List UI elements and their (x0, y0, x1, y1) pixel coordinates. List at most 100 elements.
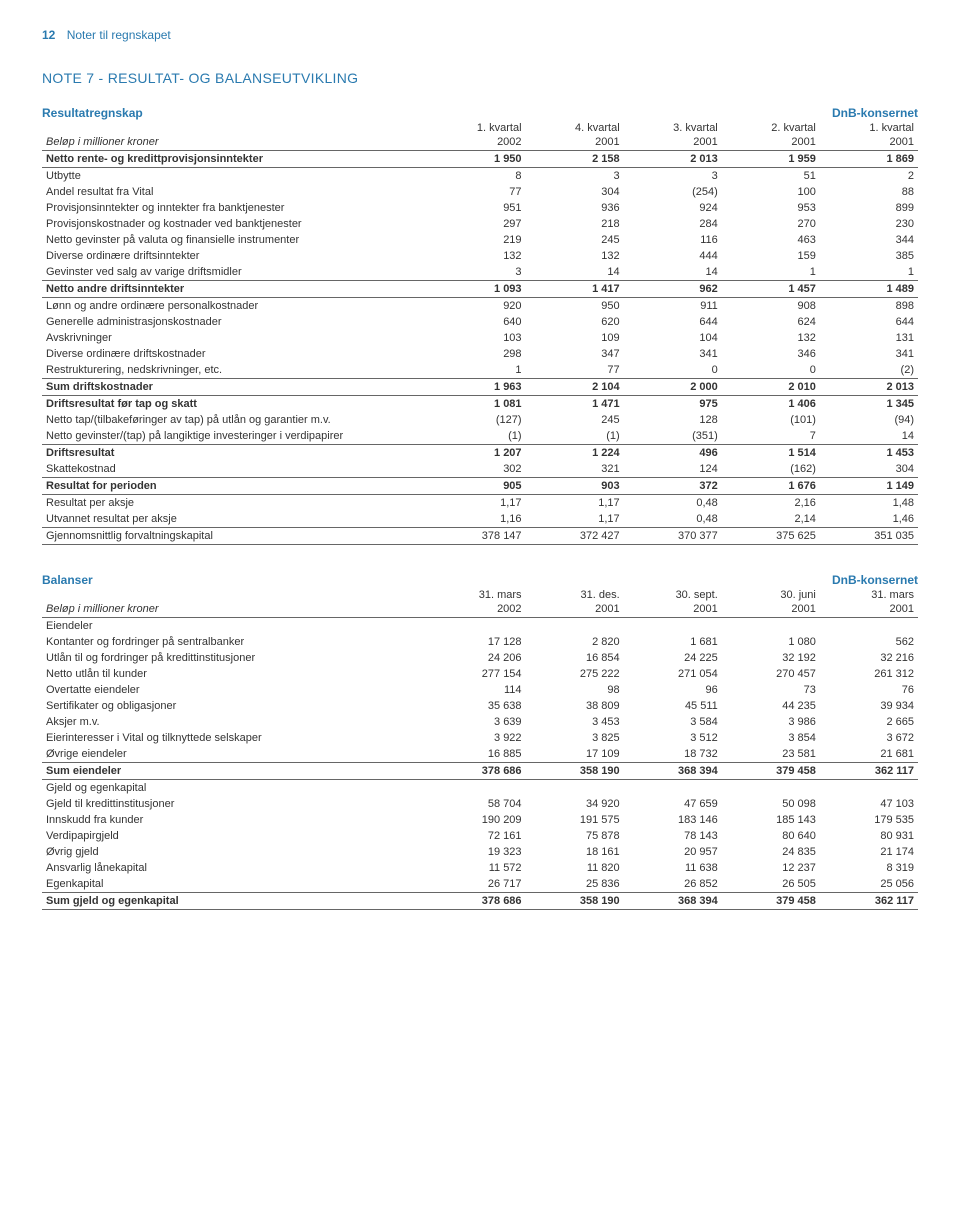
cell-value: 73 (722, 682, 820, 698)
cell-value: 159 (722, 248, 820, 264)
cell-value: 75 878 (526, 828, 624, 844)
cell-value: 35 638 (427, 698, 525, 714)
cell-value: 2 013 (624, 151, 722, 168)
row-label: Andel resultat fra Vital (42, 184, 427, 200)
group-head-row: Gjeld og egenkapital (42, 780, 918, 797)
page-container: 12 Noter til regnskapet NOTE 7 - RESULTA… (0, 0, 960, 950)
cell-value: 385 (820, 248, 918, 264)
cell-value: 1 514 (722, 445, 820, 462)
balance-heading-left: Balanser (42, 573, 93, 587)
cell-value: 124 (624, 461, 722, 478)
balance-col-label-blank (42, 589, 427, 603)
cell-value: (1) (526, 428, 624, 445)
cell-value: 640 (427, 314, 525, 330)
cell-value: 1 676 (722, 478, 820, 495)
table-row: Utvannet resultat per aksje1,161,170,482… (42, 511, 918, 528)
cell-value: 2,14 (722, 511, 820, 528)
cell-value: 47 103 (820, 796, 918, 812)
cell-value: 378 686 (427, 763, 525, 780)
cell-value: 0,48 (624, 511, 722, 528)
cell-value: 0,48 (624, 495, 722, 512)
cell-value: 51 (722, 168, 820, 185)
cell-value: 351 035 (820, 528, 918, 545)
cell-value: 25 056 (820, 876, 918, 893)
col-head: 30. juni (722, 589, 820, 603)
cell-value: 379 458 (722, 893, 820, 910)
row-label: Generelle administrasjonskostnader (42, 314, 427, 330)
row-label: Øvrig gjeld (42, 844, 427, 860)
cell-value: 58 704 (427, 796, 525, 812)
cell-value: 3 672 (820, 730, 918, 746)
cell-value: 378 686 (427, 893, 525, 910)
cell-value: 346 (722, 346, 820, 362)
cell-value: 14 (820, 428, 918, 445)
row-label: Overtatte eiendeler (42, 682, 427, 698)
cell-value: 24 225 (624, 650, 722, 666)
row-label: Gjennomsnittlig forvaltningskapital (42, 528, 427, 545)
col-head: 2002 (427, 136, 525, 151)
cell-value: 378 147 (427, 528, 525, 545)
cell-value: 3 512 (624, 730, 722, 746)
row-label: Netto gevinster på valuta og finansielle… (42, 232, 427, 248)
cell-value: 321 (526, 461, 624, 478)
row-label: Netto utlån til kunder (42, 666, 427, 682)
cell-value: 18 161 (526, 844, 624, 860)
row-label: Sum gjeld og egenkapital (42, 893, 427, 910)
table-row: Eierinteresser i Vital og tilknyttede se… (42, 730, 918, 746)
row-label: Aksjer m.v. (42, 714, 427, 730)
cell-value: 16 854 (526, 650, 624, 666)
cell-value: 2 820 (526, 634, 624, 650)
cell-value: 76 (820, 682, 918, 698)
table-row: Netto andre driftsinntekter1 0931 417962… (42, 281, 918, 298)
table-row: Øvrig gjeld19 32318 16120 95724 83521 17… (42, 844, 918, 860)
row-label: Eierinteresser i Vital og tilknyttede se… (42, 730, 427, 746)
cell-value: 3 (526, 168, 624, 185)
row-label: Restrukturering, nedskrivninger, etc. (42, 362, 427, 379)
cell-value: 620 (526, 314, 624, 330)
cell-value: 341 (820, 346, 918, 362)
cell-value: 11 638 (624, 860, 722, 876)
table-row: Netto utlån til kunder277 154275 222271 … (42, 666, 918, 682)
cell-value: 3 453 (526, 714, 624, 730)
table-row: Aksjer m.v.3 6393 4533 5843 9862 665 (42, 714, 918, 730)
table-row: Sertifikater og obligasjoner35 63838 809… (42, 698, 918, 714)
cell-value: 908 (722, 298, 820, 315)
cell-value: 132 (722, 330, 820, 346)
cell-value: 0 (722, 362, 820, 379)
col-head: 31. mars (427, 589, 525, 603)
cell-value: 11 572 (427, 860, 525, 876)
income-header-row-2: Beløp i millioner kroner 2002 2001 2001 … (42, 136, 918, 151)
cell-value: 39 934 (820, 698, 918, 714)
cell-value: 3 (427, 264, 525, 281)
cell-value: 14 (624, 264, 722, 281)
table-row: Lønn og andre ordinære personalkostnader… (42, 298, 918, 315)
balance-header-row-1: 31. mars 31. des. 30. sept. 30. juni 31.… (42, 589, 918, 603)
cell-value: 1 080 (722, 634, 820, 650)
cell-value: 131 (820, 330, 918, 346)
row-label: Driftsresultat (42, 445, 427, 462)
table-row: Gjeld til kredittinstitusjoner58 70434 9… (42, 796, 918, 812)
table-row: Innskudd fra kunder190 209191 575183 146… (42, 812, 918, 828)
table-row: Resultat per aksje1,171,170,482,161,48 (42, 495, 918, 512)
cell-value: 24 835 (722, 844, 820, 860)
cell-value: 245 (526, 232, 624, 248)
cell-value: 72 161 (427, 828, 525, 844)
cell-value: 1 224 (526, 445, 624, 462)
page-header: 12 Noter til regnskapet (42, 28, 918, 42)
cell-value: 1 207 (427, 445, 525, 462)
cell-value: 1 406 (722, 396, 820, 413)
row-label: Netto gevinster/(tap) på langiktige inve… (42, 428, 427, 445)
cell-value: 2 104 (526, 379, 624, 396)
cell-value: (162) (722, 461, 820, 478)
cell-value: 362 117 (820, 763, 918, 780)
table-row: Øvrige eiendeler16 88517 10918 73223 581… (42, 746, 918, 763)
row-label: Ansvarlig lånekapital (42, 860, 427, 876)
table-row: Gevinster ved salg av varige driftsmidle… (42, 264, 918, 281)
row-label: Utlån til og fordringer på kredittinstit… (42, 650, 427, 666)
cell-value: 644 (624, 314, 722, 330)
cell-value: 179 535 (820, 812, 918, 828)
cell-value: 32 192 (722, 650, 820, 666)
cell-value: 218 (526, 216, 624, 232)
row-label: Driftsresultat før tap og skatt (42, 396, 427, 413)
cell-value: 103 (427, 330, 525, 346)
